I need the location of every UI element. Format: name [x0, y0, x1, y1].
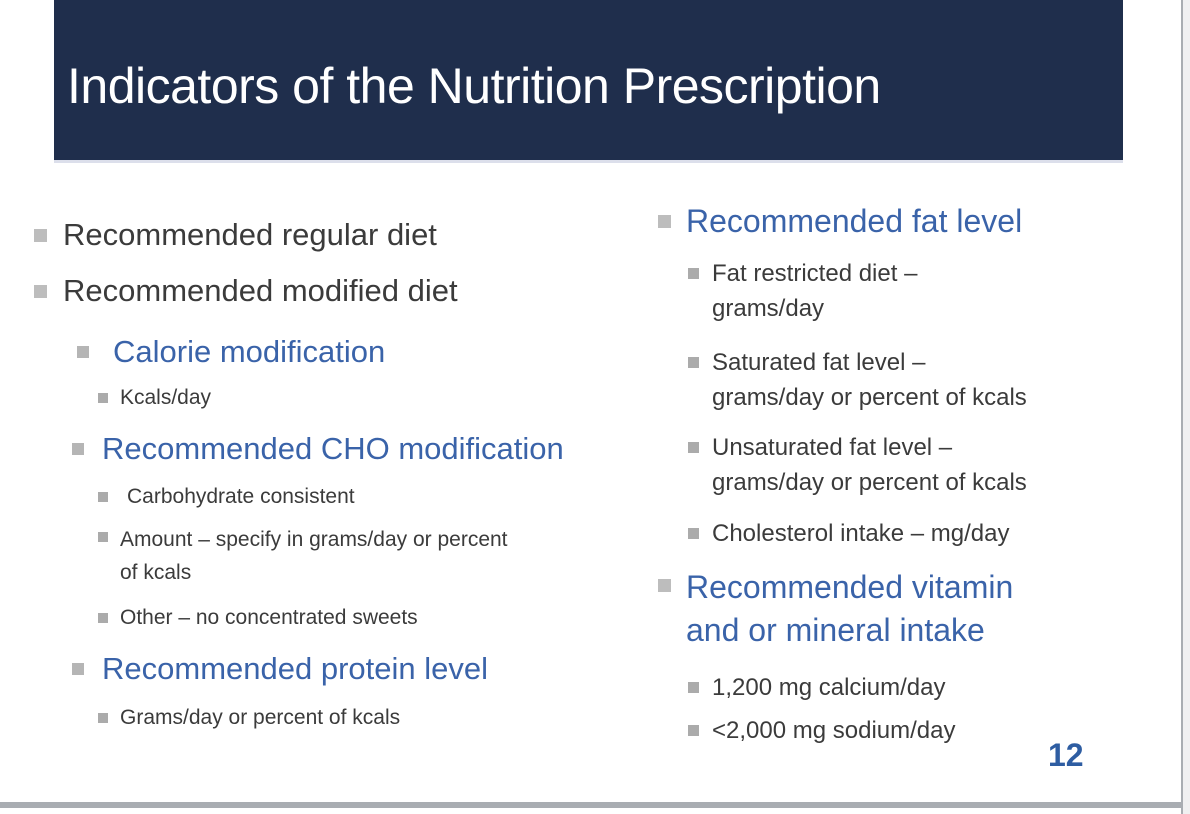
bullet-item-grams-day-protein: Grams/day or percent of kcals: [34, 704, 649, 731]
bullet-text: Saturated fat level – grams/day or perce…: [712, 349, 1027, 411]
bullet-item-protein-level: Recommended protein level: [34, 650, 649, 688]
bullet-square-icon: [688, 268, 699, 279]
bullet-text: Amount – specify in grams/day or percent…: [120, 528, 508, 584]
bullet-item-saturated-fat: Saturated fat level – grams/day or perce…: [658, 345, 1168, 415]
bullet-text: Recommended CHO modification: [102, 431, 564, 466]
right-column: Recommended fat level Fat restricted die…: [658, 195, 1168, 748]
bullet-text: <2,000 mg sodium/day: [712, 717, 956, 744]
bullet-square-icon: [34, 229, 47, 242]
bullet-text: Carbohydrate consistent: [127, 485, 355, 508]
bullet-square-icon: [98, 532, 108, 542]
bullet-text: Recommended vitamin and or mineral intak…: [686, 569, 1014, 648]
bullet-item-vitamin-mineral: Recommended vitamin and or mineral intak…: [658, 566, 1168, 652]
bullet-item-sodium: <2,000 mg sodium/day: [658, 713, 1168, 748]
bullet-square-icon: [98, 713, 108, 723]
left-column: Recommended regular diet Recommended mod…: [34, 205, 649, 731]
bullet-text: Unsaturated fat level – grams/day or per…: [712, 434, 1027, 496]
bullet-square-icon: [98, 613, 108, 623]
bullet-square-icon: [688, 682, 699, 693]
bullet-text: Recommended regular diet: [63, 217, 437, 252]
bullet-square-icon: [688, 725, 699, 736]
slide-title-bar: Indicators of the Nutrition Prescription: [54, 0, 1123, 163]
bullet-square-icon: [77, 346, 89, 358]
bullet-item-calorie-modification: Calorie modification: [34, 333, 649, 371]
bullet-item-amount-specify: Amount – specify in grams/day or percent…: [34, 523, 649, 589]
bullet-item-fat-restricted: Fat restricted diet – grams/day: [658, 256, 1168, 326]
bullet-item-other-sweets: Other – no concentrated sweets: [34, 604, 649, 631]
bullet-square-icon: [658, 215, 671, 228]
bullet-square-icon: [688, 528, 699, 539]
bullet-square-icon: [72, 663, 84, 675]
bullet-item-cholesterol-intake: Cholesterol intake – mg/day: [658, 516, 1168, 551]
bullet-item-modified-diet: Recommended modified diet: [34, 272, 649, 310]
bullet-text: 1,200 mg calcium/day: [712, 674, 946, 701]
bullet-square-icon: [98, 492, 108, 502]
bullet-text: Recommended modified diet: [63, 273, 458, 308]
bullet-item-fat-level: Recommended fat level: [658, 202, 1168, 240]
bullet-item-unsaturated-fat: Unsaturated fat level – grams/day or per…: [658, 430, 1168, 500]
bullet-square-icon: [688, 357, 699, 368]
bullet-text: Cholesterol intake – mg/day: [712, 520, 1010, 547]
bullet-item-kcals-day: Kcals/day: [34, 384, 649, 411]
bullet-item-calcium: 1,200 mg calcium/day: [658, 670, 1168, 705]
bullet-square-icon: [72, 443, 84, 455]
bullet-text: Other – no concentrated sweets: [120, 606, 418, 629]
page-number: 12: [1048, 737, 1084, 773]
bullet-square-icon: [34, 285, 47, 298]
slide-canvas-right-edge: [1181, 0, 1190, 814]
bullet-text: Calorie modification: [113, 334, 386, 369]
bullet-square-icon: [688, 442, 699, 453]
bullet-item-cho-modification: Recommended CHO modification: [34, 430, 649, 468]
bullet-text: Kcals/day: [120, 386, 212, 409]
bullet-text: Fat restricted diet – grams/day: [712, 260, 918, 322]
bullet-text: Recommended fat level: [686, 203, 1023, 239]
slide-canvas-bottom-edge: [0, 802, 1183, 808]
bullet-item-carbohydrate-consistent: Carbohydrate consistent: [34, 483, 649, 510]
bullet-text: Grams/day or percent of kcals: [120, 706, 401, 729]
bullet-square-icon: [98, 393, 108, 403]
slide-title: Indicators of the Nutrition Prescription: [67, 58, 881, 114]
bullet-item-regular-diet: Recommended regular diet: [34, 216, 649, 254]
bullet-text: Recommended protein level: [102, 651, 488, 686]
bullet-square-icon: [658, 579, 671, 592]
